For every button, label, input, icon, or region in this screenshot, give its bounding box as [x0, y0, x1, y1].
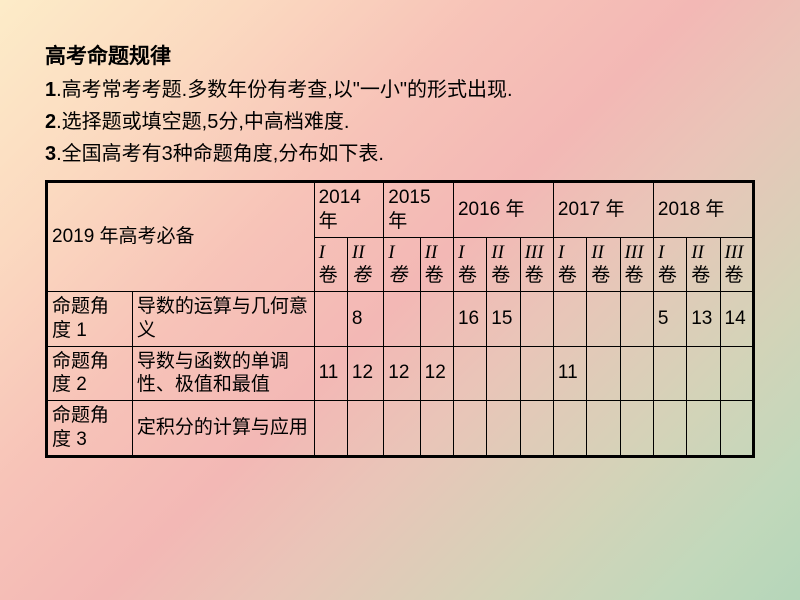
cell: [314, 292, 347, 347]
cell: 14: [720, 292, 753, 347]
angle-1: 命题角度 1: [47, 292, 133, 347]
cell: [653, 401, 686, 457]
cell: 13: [687, 292, 720, 347]
rule-number-3: 3: [45, 143, 56, 165]
cell: [653, 346, 686, 401]
cell: 12: [347, 346, 383, 401]
rule-number-2: 2: [45, 111, 56, 133]
cell: [587, 292, 620, 347]
cell: [520, 401, 553, 457]
cell: [620, 346, 653, 401]
cell: 16: [453, 292, 486, 347]
angle-3: 命题角度 3: [47, 401, 133, 457]
table-row: 命题角度 1 导数的运算与几何意义 8 16 15 5 13 14: [47, 292, 754, 347]
year-2015: 2015 年: [384, 182, 454, 238]
sub-2016-3: III卷: [520, 237, 553, 292]
cell: [384, 401, 420, 457]
cell: [720, 346, 753, 401]
header-left: 2019 年高考必备: [47, 182, 315, 292]
cell: [587, 346, 620, 401]
desc-2: 导数与函数的单调性、极值和最值: [132, 346, 314, 401]
rule-text-2: .选择题或填空题,5分,中高档难度.: [56, 111, 349, 133]
cell: [687, 346, 720, 401]
sub-2014-2: II卷: [347, 237, 383, 292]
cell: 11: [314, 346, 347, 401]
exam-table: 2019 年高考必备 2014 年 2015 年 2016 年 2017 年 2…: [45, 180, 755, 458]
sub-2016-1: I卷: [453, 237, 486, 292]
cell: [453, 401, 486, 457]
cell: [720, 401, 753, 457]
cell: 8: [347, 292, 383, 347]
cell: [314, 401, 347, 457]
cell: 11: [553, 346, 586, 401]
angle-2: 命题角度 2: [47, 346, 133, 401]
cell: [687, 401, 720, 457]
cell: [620, 292, 653, 347]
sub-2017-3: III卷: [620, 237, 653, 292]
sub-2015-1: I 卷: [384, 237, 420, 292]
cell: [587, 401, 620, 457]
year-2014: 2014 年: [314, 182, 384, 238]
sub-2016-2: II卷: [487, 237, 520, 292]
rule-line-3: 3.全国高考有3种命题角度,分布如下表.: [45, 140, 755, 168]
year-2018: 2018 年: [653, 182, 753, 238]
table-header-row-1: 2019 年高考必备 2014 年 2015 年 2016 年 2017 年 2…: [47, 182, 754, 238]
desc-3: 定积分的计算与应用: [132, 401, 314, 457]
cell: [487, 346, 520, 401]
table-row: 命题角度 3 定积分的计算与应用: [47, 401, 754, 457]
year-2016: 2016 年: [453, 182, 553, 238]
rule-line-1: 1.高考常考考题.多数年份有考查,以"一小"的形式出现.: [45, 76, 755, 104]
rule-number-1: 1: [45, 79, 56, 101]
cell: [420, 401, 453, 457]
cell: 15: [487, 292, 520, 347]
sub-2017-2: II卷: [587, 237, 620, 292]
cell: [453, 346, 486, 401]
rule-text-1: .高考常考考题.多数年份有考查,以"一小"的形式出现.: [56, 79, 512, 101]
sub-2018-2: II卷: [687, 237, 720, 292]
cell: [520, 292, 553, 347]
page-title: 高考命题规律: [45, 40, 755, 70]
sub-2014-1: I卷: [314, 237, 347, 292]
cell: [487, 401, 520, 457]
cell: [384, 292, 420, 347]
cell: [347, 401, 383, 457]
cell: 12: [384, 346, 420, 401]
desc-1: 导数的运算与几何意义: [132, 292, 314, 347]
cell: [520, 346, 553, 401]
sub-2015-2: II卷: [420, 237, 453, 292]
cell: [620, 401, 653, 457]
cell: 5: [653, 292, 686, 347]
cell: 12: [420, 346, 453, 401]
cell: [420, 292, 453, 347]
rule-line-2: 2.选择题或填空题,5分,中高档难度.: [45, 108, 755, 136]
rule-text-3: .全国高考有3种命题角度,分布如下表.: [56, 143, 384, 165]
table-row: 命题角度 2 导数与函数的单调性、极值和最值 11 12 12 12 11: [47, 346, 754, 401]
year-2017: 2017 年: [553, 182, 653, 238]
sub-2018-3: III卷: [720, 237, 753, 292]
cell: [553, 292, 586, 347]
cell: [553, 401, 586, 457]
sub-2018-1: I卷: [653, 237, 686, 292]
sub-2017-1: I卷: [553, 237, 586, 292]
